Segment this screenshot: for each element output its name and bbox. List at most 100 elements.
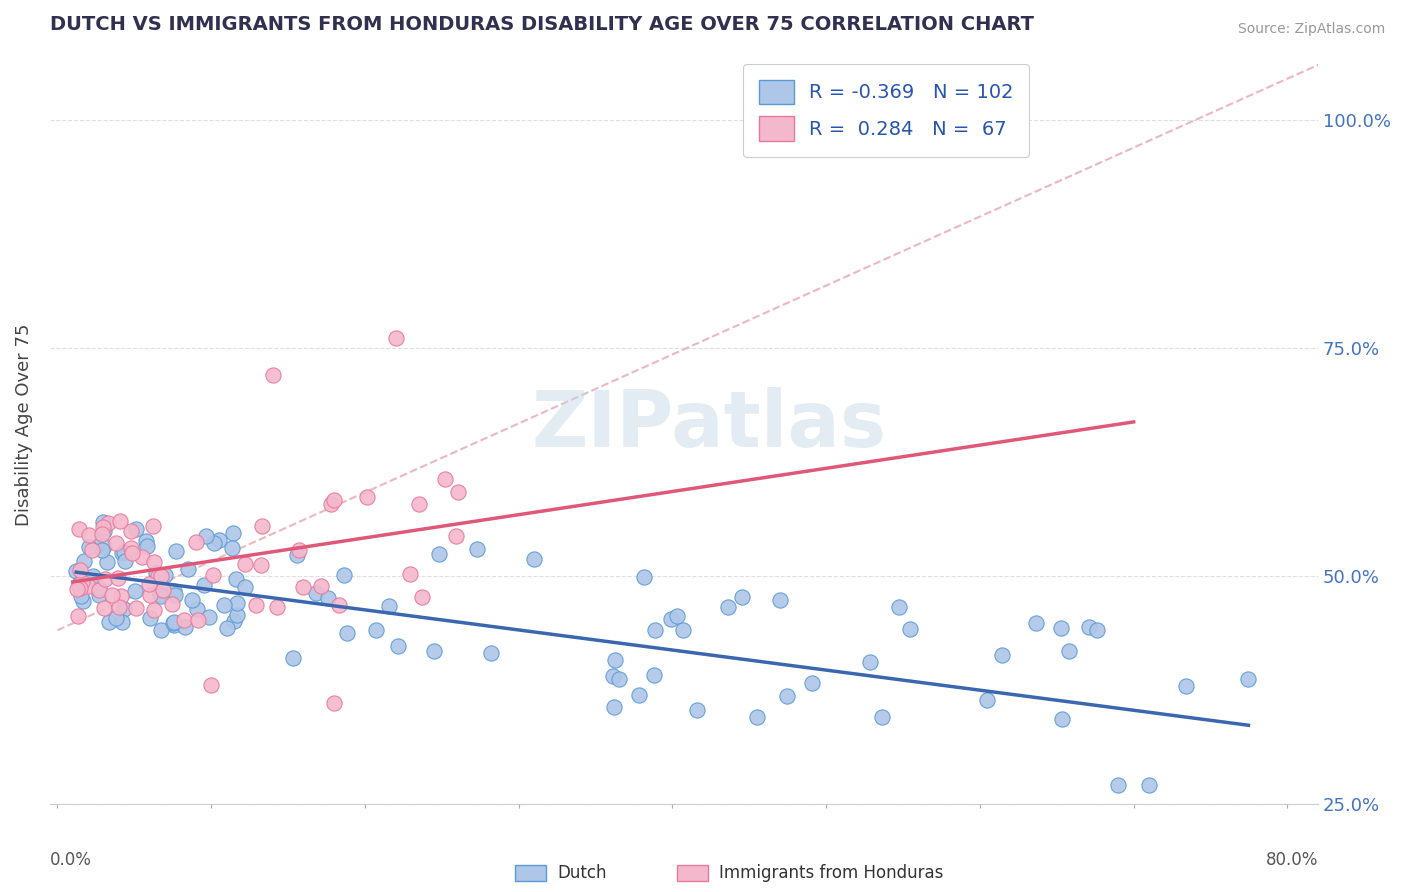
Point bbox=[160, 597, 183, 611]
Point bbox=[427, 547, 450, 561]
Text: ZIPatlas: ZIPatlas bbox=[531, 387, 887, 463]
Point bbox=[292, 580, 315, 594]
Point bbox=[659, 612, 682, 626]
Point bbox=[162, 616, 184, 631]
Point bbox=[194, 529, 217, 543]
Point bbox=[208, 533, 231, 547]
Text: 0.0%: 0.0% bbox=[49, 851, 91, 869]
Point bbox=[165, 588, 187, 602]
Point bbox=[309, 579, 332, 593]
Point bbox=[142, 519, 165, 533]
Point bbox=[91, 520, 114, 534]
Point bbox=[233, 580, 256, 594]
Point bbox=[139, 610, 162, 624]
Point bbox=[112, 601, 135, 615]
Point bbox=[1057, 644, 1080, 658]
Point bbox=[125, 523, 148, 537]
Point bbox=[336, 625, 359, 640]
Point bbox=[131, 549, 153, 564]
Point bbox=[627, 689, 650, 703]
Point bbox=[745, 710, 768, 724]
Point bbox=[125, 601, 148, 615]
Point bbox=[870, 709, 893, 723]
Point bbox=[76, 579, 98, 593]
Point bbox=[202, 567, 225, 582]
Point bbox=[991, 648, 1014, 662]
Point bbox=[163, 615, 186, 629]
Point bbox=[67, 522, 90, 536]
Point bbox=[70, 575, 93, 590]
Point bbox=[252, 518, 274, 533]
Point bbox=[69, 589, 91, 603]
Point bbox=[87, 582, 110, 597]
Point bbox=[173, 620, 195, 634]
Point bbox=[287, 543, 309, 558]
Point bbox=[165, 543, 187, 558]
Point bbox=[399, 567, 422, 582]
Point bbox=[82, 569, 104, 583]
Point bbox=[1237, 672, 1260, 686]
Point bbox=[266, 599, 288, 614]
Point bbox=[377, 599, 399, 613]
Point bbox=[97, 516, 120, 531]
Point bbox=[356, 491, 378, 505]
Point bbox=[97, 615, 120, 629]
Point bbox=[93, 539, 115, 553]
Point bbox=[215, 620, 238, 634]
Point bbox=[93, 600, 115, 615]
Point bbox=[523, 552, 546, 566]
Text: Dutch: Dutch bbox=[557, 864, 607, 882]
Point bbox=[145, 566, 167, 580]
Point bbox=[87, 581, 110, 595]
Point bbox=[67, 576, 90, 591]
Point bbox=[149, 587, 172, 601]
Point bbox=[221, 541, 243, 555]
Point bbox=[104, 535, 127, 549]
Point bbox=[408, 497, 430, 511]
Text: Immigrants from Honduras: Immigrants from Honduras bbox=[718, 864, 943, 882]
Point bbox=[898, 622, 921, 636]
Point bbox=[1085, 623, 1108, 637]
Point bbox=[72, 593, 94, 607]
Point bbox=[184, 535, 207, 549]
Point bbox=[93, 572, 115, 586]
Point bbox=[250, 558, 273, 572]
Point bbox=[111, 546, 134, 560]
Point bbox=[319, 497, 342, 511]
Point bbox=[887, 599, 910, 614]
Point bbox=[800, 676, 823, 690]
Point bbox=[65, 582, 87, 596]
Point bbox=[142, 555, 165, 569]
Point bbox=[768, 593, 790, 607]
Point bbox=[285, 548, 308, 562]
Point bbox=[603, 653, 626, 667]
Y-axis label: Disability Age Over 75: Disability Age Over 75 bbox=[15, 324, 32, 526]
Point bbox=[93, 524, 115, 538]
Point bbox=[121, 545, 143, 559]
Point bbox=[198, 610, 221, 624]
Point bbox=[859, 655, 882, 669]
Point bbox=[222, 526, 245, 541]
Point bbox=[80, 543, 103, 558]
Point bbox=[110, 514, 132, 528]
Point bbox=[316, 591, 339, 605]
Text: 80.0%: 80.0% bbox=[1265, 851, 1319, 869]
Point bbox=[120, 541, 142, 555]
Point bbox=[142, 603, 165, 617]
Point bbox=[212, 599, 235, 613]
Point bbox=[225, 596, 247, 610]
Point bbox=[105, 611, 128, 625]
Point bbox=[112, 545, 135, 559]
Point bbox=[225, 607, 247, 622]
Point bbox=[1050, 712, 1073, 726]
Point bbox=[328, 599, 350, 613]
Point bbox=[110, 589, 132, 603]
Point bbox=[433, 472, 456, 486]
Point bbox=[77, 540, 100, 554]
Point bbox=[96, 555, 118, 569]
Point bbox=[1107, 778, 1129, 792]
Text: DUTCH VS IMMIGRANTS FROM HONDURAS DISABILITY AGE OVER 75 CORRELATION CHART: DUTCH VS IMMIGRANTS FROM HONDURAS DISABI… bbox=[49, 15, 1033, 34]
Point bbox=[467, 541, 489, 556]
Point bbox=[665, 608, 688, 623]
Point bbox=[202, 535, 225, 549]
